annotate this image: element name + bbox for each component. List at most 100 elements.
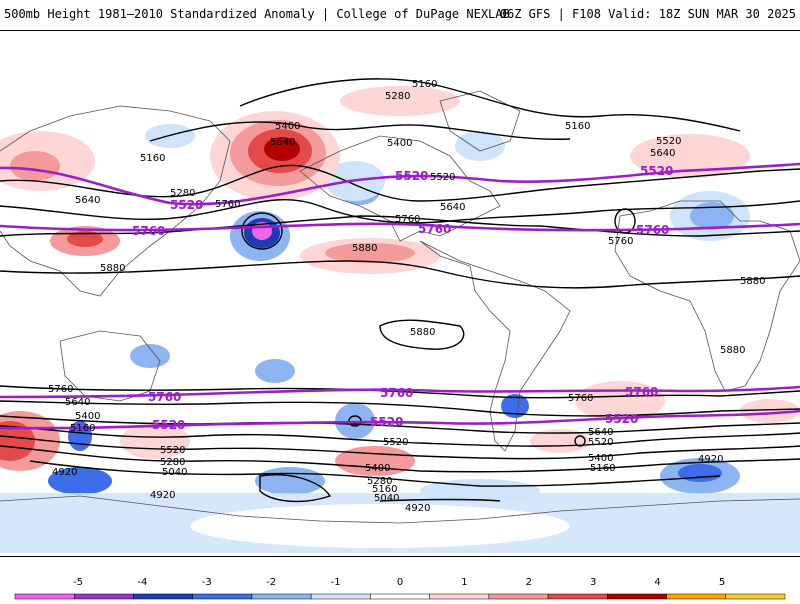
contour-label: 5400 xyxy=(365,463,390,474)
contour-4920-closed xyxy=(259,474,332,503)
contour-label: 5760 xyxy=(48,384,73,395)
contour-label: 5640 xyxy=(440,202,465,213)
contour-label: 5760 xyxy=(395,214,420,225)
contour-5520-south xyxy=(0,415,800,434)
colorbar-segment xyxy=(310,593,371,600)
purple-label: 5760 xyxy=(418,222,451,236)
contour-label: 5880 xyxy=(100,263,125,274)
colorbar-segment xyxy=(192,593,253,600)
contour-label: 5760 xyxy=(608,236,633,247)
colorbar-tick-label: 0 xyxy=(396,577,404,588)
contour-label: 5520 xyxy=(383,437,408,448)
contour-label: 5520 xyxy=(160,445,185,456)
contour-labels: 5160 5280 5400 5640 5160 5280 5640 5760 … xyxy=(48,79,765,514)
contour-5880-closed xyxy=(379,319,465,350)
colorbar-segment xyxy=(488,593,549,600)
negative-anomaly-fills xyxy=(0,124,800,553)
purple-label: 5760 xyxy=(380,386,413,400)
contour-label: 5640 xyxy=(270,137,295,148)
purple-label: 5520 xyxy=(370,415,403,429)
colorbar-segment xyxy=(666,593,727,600)
australia-outline xyxy=(59,330,161,402)
purple-label: 5760 xyxy=(636,223,669,237)
purple-label: 5520 xyxy=(170,198,203,212)
colorbar-scale xyxy=(14,593,786,600)
contour-5640-south xyxy=(0,400,800,417)
contour-label: 5400 xyxy=(387,138,412,149)
colorbar-tick-label: -3 xyxy=(201,577,212,588)
colorbar-segment xyxy=(14,593,75,600)
africa-outline xyxy=(614,200,800,392)
contour-label: 4920 xyxy=(405,503,430,514)
contour-label: 5760 xyxy=(568,393,593,404)
colorbar-segment xyxy=(725,593,786,600)
colorbar-tick-label: 5 xyxy=(718,577,726,588)
antarctica-outline xyxy=(0,495,800,524)
contour-label: 5160 xyxy=(372,484,397,495)
contour-label: 5520 xyxy=(588,437,613,448)
contour-label: 5280 xyxy=(170,188,195,199)
colorbar-segment xyxy=(370,593,430,600)
contour-4920-south xyxy=(379,498,501,502)
south-america-outline xyxy=(419,240,571,452)
purple-label: 5760 xyxy=(132,224,165,238)
contour-5280-north xyxy=(149,121,571,142)
colorbar-tick-label: -5 xyxy=(73,577,83,588)
contour-label: 5520 xyxy=(656,136,681,147)
colorbar-segment xyxy=(73,593,134,600)
contour-label: 4920 xyxy=(150,490,175,501)
anomaly-map: 5160 5280 5400 5640 5160 5280 5640 5760 … xyxy=(0,78,800,553)
colorbar: -5 -4 -3 -2 -1 0 1 2 3 4 5 xyxy=(0,560,800,600)
contour-label: 5880 xyxy=(352,243,377,254)
low-center-pacific xyxy=(241,212,283,250)
contour-label: 5400 xyxy=(75,411,100,422)
contour-label: 5280 xyxy=(367,476,392,487)
contour-label: 5160 xyxy=(565,121,590,132)
purple-label: 5520 xyxy=(152,418,185,432)
contour-label: 5400 xyxy=(588,453,613,464)
north-america-outline xyxy=(299,135,501,242)
contour-label: 5040 xyxy=(162,467,187,478)
contour-label: 5280 xyxy=(385,91,410,102)
contour-label: 5880 xyxy=(720,345,745,356)
contour-label: 5400 xyxy=(275,121,300,132)
colorbar-tick-label: -4 xyxy=(137,577,148,588)
map-title: 500mb Height 1981–2010 Standardized Anom… xyxy=(4,7,510,21)
greenland-outline xyxy=(439,90,521,152)
colorbar-segment xyxy=(547,593,608,600)
model-valid-time: 06Z GFS | F108 Valid: 18Z SUN MAR 30 202… xyxy=(499,7,796,21)
purple-label: 5760 xyxy=(148,390,181,404)
colorbar-segment xyxy=(429,593,490,600)
contour-5160-north xyxy=(239,78,741,132)
contour-5880-north xyxy=(0,260,800,289)
low-center-south xyxy=(348,415,362,427)
purple-label: 5760 xyxy=(625,385,658,399)
purple-label: 5520 xyxy=(605,412,638,426)
contour-label: 5160 xyxy=(412,79,437,90)
low-center-europe xyxy=(614,208,636,234)
contour-label: 5880 xyxy=(410,327,435,338)
contour-label: 5280 xyxy=(160,457,185,468)
colorbar-tick-label: 1 xyxy=(461,577,468,588)
contour-label: 5640 xyxy=(75,195,100,206)
contour-5400-south xyxy=(0,425,800,447)
purple-label: 5520 xyxy=(640,164,673,178)
contour-5640 xyxy=(0,199,800,224)
asia-outline xyxy=(0,105,231,297)
purple-label: 5520 xyxy=(395,169,428,183)
contour-label: 4920 xyxy=(52,467,77,478)
colorbar-segment xyxy=(133,593,193,600)
purple-contour-labels: 5520 5760 5520 5760 5520 5760 5760 5520 … xyxy=(132,164,673,432)
contour-5280-south xyxy=(0,435,800,460)
purple-contours xyxy=(0,162,800,430)
contour-5160-south xyxy=(0,445,800,473)
contour-label: 5640 xyxy=(65,397,90,408)
contour-label: 5520 xyxy=(430,172,455,183)
colorbar-segment xyxy=(607,593,667,600)
contour-label: 5640 xyxy=(588,427,613,438)
contour-label: 5160 xyxy=(70,423,95,434)
map-panel: 5160 5280 5400 5640 5160 5280 5640 5760 … xyxy=(0,30,800,557)
colorbar-tick-label: 3 xyxy=(590,577,597,588)
header: 500mb Height 1981–2010 Standardized Anom… xyxy=(0,0,800,30)
contour-label: 5160 xyxy=(590,463,615,474)
